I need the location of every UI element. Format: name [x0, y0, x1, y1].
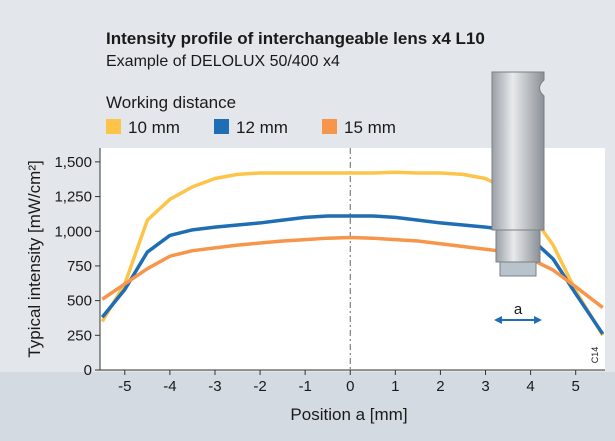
x-tick-label: -5 — [118, 378, 131, 395]
figure-code: C14 — [590, 347, 600, 364]
legend: 10 mm 12 mm 15 mm — [106, 118, 396, 137]
y-tick-label: 500 — [67, 293, 92, 310]
x-tick-label: 2 — [436, 378, 444, 395]
y-tick-label: 1,250 — [54, 189, 92, 206]
legend-title: Working distance — [106, 93, 236, 112]
y-tick-label: 750 — [67, 258, 92, 275]
lens-head — [496, 230, 540, 262]
x-tick-label: -4 — [163, 378, 176, 395]
legend-label: 10 mm — [128, 118, 180, 137]
dimension-label: a — [514, 301, 523, 318]
y-tick-label: 1,500 — [54, 154, 92, 171]
y-tick-label: 1,000 — [54, 223, 92, 240]
chart-title: Intensity profile of interchangeable len… — [106, 29, 485, 48]
x-tick-label: 3 — [481, 378, 489, 395]
legend-label: 15 mm — [344, 118, 396, 137]
legend-label: 12 mm — [236, 118, 288, 137]
lens-tube — [492, 72, 544, 230]
legend-swatch — [106, 119, 121, 134]
x-tick-label: -3 — [208, 378, 221, 395]
y-tick-label: 250 — [67, 327, 92, 344]
x-tick-label: 1 — [391, 378, 399, 395]
x-tick-label: 5 — [572, 378, 580, 395]
lens-tip — [500, 262, 536, 276]
legend-swatch — [214, 119, 229, 134]
x-axis-label: Position a [mm] — [290, 405, 407, 424]
x-tick-label: 4 — [526, 378, 534, 395]
x-tick-label: -1 — [298, 378, 311, 395]
y-tick-label: 0 — [84, 362, 92, 379]
lens-illustration: a — [488, 72, 548, 324]
x-tick-label: 0 — [346, 378, 354, 395]
chart-subtitle: Example of DELOLUX 50/400 x4 — [106, 53, 340, 70]
y-axis-label: Typical intensity [mW/cm²] — [25, 160, 44, 357]
x-tick-label: -2 — [253, 378, 266, 395]
chart: Intensity profile of interchangeable len… — [0, 0, 615, 441]
legend-swatch — [322, 119, 337, 134]
